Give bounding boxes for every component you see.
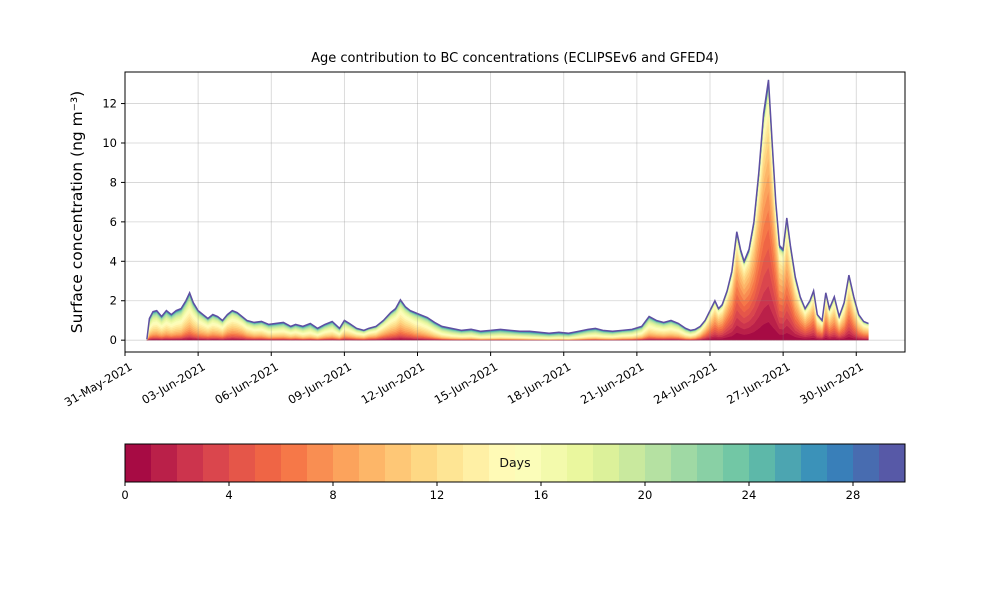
axes-frame — [124, 71, 906, 353]
x-tick-label: 27-Jun-2021 — [724, 359, 792, 407]
colorbar-tick-label: 16 — [534, 488, 549, 502]
colorbar-segment — [749, 444, 776, 482]
x-tick-label: 30-Jun-2021 — [797, 359, 865, 407]
tick-marks — [121, 103, 857, 356]
x-tick-label: 18-Jun-2021 — [505, 359, 573, 407]
colorbar-segment — [333, 444, 360, 482]
colorbar-tick-label: 12 — [430, 488, 445, 502]
y-tick-label: 2 — [110, 294, 117, 308]
x-tick-label: 06-Jun-2021 — [212, 359, 280, 407]
colorbar-segment — [827, 444, 854, 482]
x-tick-label: 09-Jun-2021 — [286, 359, 354, 407]
colorbar-tick-label: 24 — [742, 488, 757, 502]
colorbar-segment — [593, 444, 620, 482]
colorbar-frame — [124, 443, 906, 483]
colorbar-segment — [541, 444, 568, 482]
colorbar-segment — [151, 444, 178, 482]
colorbar-segment — [697, 444, 724, 482]
colorbar-segment — [853, 444, 880, 482]
colorbar-segment — [619, 444, 646, 482]
colorbar-tick-label: 0 — [121, 488, 128, 502]
tick-labels: 31-May-2021 03-Jun-2021 06-Jun-2021 09-Jun-… — [62, 97, 866, 410]
colorbar-segment — [437, 444, 464, 482]
y-tick-label: 4 — [110, 254, 117, 268]
x-tick-label: 12-Jun-2021 — [359, 359, 427, 407]
colorbar-segment — [463, 444, 490, 482]
x-tick-label: 15-Jun-2021 — [432, 359, 500, 407]
x-tick-label: 31-May-2021 — [62, 359, 135, 409]
colorbar-segment — [515, 444, 542, 482]
colorbar-segment — [385, 444, 412, 482]
colorbar-segment — [567, 444, 594, 482]
colorbar-tick-label: 28 — [846, 488, 861, 502]
colorbar-tick-label: 4 — [225, 488, 232, 502]
y-tick-label: 12 — [102, 97, 117, 111]
x-tick-label: 03-Jun-2021 — [139, 359, 207, 407]
colorbar-segment — [359, 444, 386, 482]
colorbar-segment — [203, 444, 230, 482]
y-tick-label: 6 — [110, 215, 117, 229]
colorbar-segment — [411, 444, 438, 482]
grid — [124, 72, 905, 352]
colorbar-segment — [255, 444, 282, 482]
colorbar-segment — [281, 444, 308, 482]
colorbar-segment — [125, 444, 152, 482]
colorbar-segment — [801, 444, 828, 482]
total-concentration-line — [146, 79, 869, 340]
colorbar-label: Days — [499, 455, 530, 470]
y-tick-label: 0 — [110, 333, 117, 347]
y-axis-label: Surface concentration (ng m⁻³) — [68, 91, 86, 333]
colorbar: 0 4 8 12 16 20 24 28 — [121, 443, 906, 502]
colorbar-segment — [879, 444, 906, 482]
colorbar-segment — [489, 444, 516, 482]
colorbar-segment — [645, 444, 672, 482]
colorbar-segment — [229, 444, 256, 482]
colorbar-segment — [775, 444, 802, 482]
x-tick-label: 24-Jun-2021 — [651, 359, 719, 407]
colorbar-segment — [723, 444, 750, 482]
chart-title: Age contribution to BC concentrations (E… — [311, 51, 719, 66]
colorbar-tick-label: 8 — [329, 488, 336, 502]
colorbar-segment — [671, 444, 698, 482]
chart-render-root: 31-May-2021 03-Jun-2021 06-Jun-2021 09-Jun-… — [62, 71, 906, 502]
colorbar-tick-label: 20 — [638, 488, 653, 502]
y-tick-label: 8 — [110, 175, 117, 189]
colorbar-segment — [307, 444, 334, 482]
colorbar-segment — [177, 444, 204, 482]
y-tick-label: 10 — [102, 136, 117, 150]
x-tick-label: 21-Jun-2021 — [578, 359, 646, 407]
